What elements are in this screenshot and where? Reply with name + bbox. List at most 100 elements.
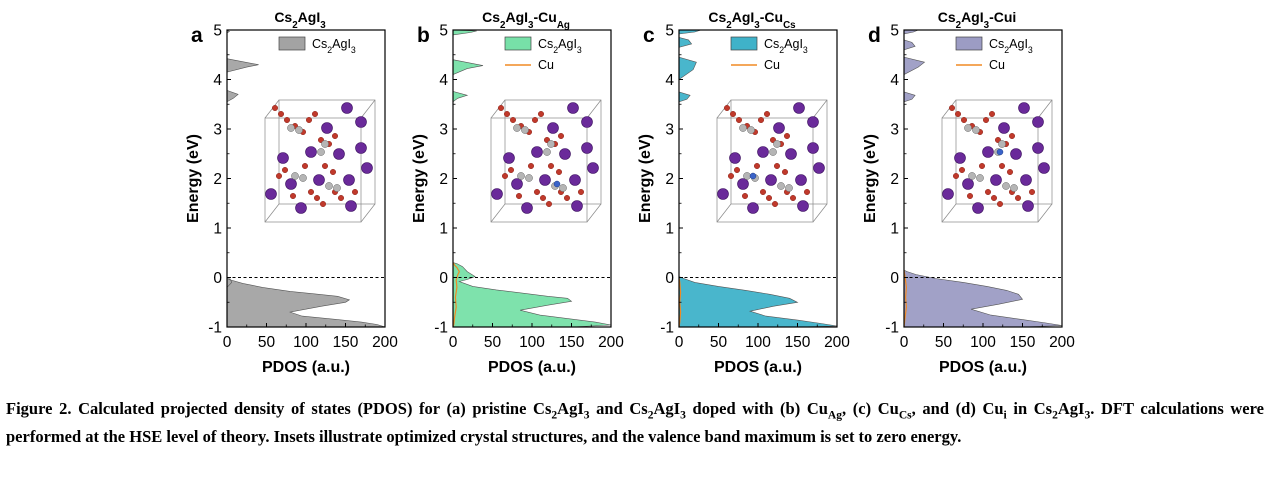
- y-tick-label: 1: [213, 221, 222, 238]
- cs-atom: [539, 174, 551, 186]
- series-area-cs2agi3: [226, 29, 386, 328]
- iodine-atom: [548, 162, 555, 169]
- y-tick-label: 5: [213, 23, 222, 40]
- cs-atom: [531, 146, 543, 158]
- legend-label: Cs2​AgI3​: [989, 37, 1033, 55]
- cs-atom: [1038, 162, 1050, 174]
- series-line-cu: [452, 262, 460, 328]
- cs-atom: [547, 122, 559, 134]
- cu-dopant-atom: [749, 172, 757, 180]
- iodine-atom: [997, 200, 1004, 207]
- iodine-atom: [736, 116, 743, 123]
- figure-caption: Figure 2. Calculated projected density o…: [6, 398, 1264, 447]
- unit-cell-front: [716, 117, 814, 223]
- ag-atom: [525, 174, 533, 182]
- x-axis-label: PDOS (a.u.): [262, 359, 350, 376]
- iodine-atom: [558, 132, 565, 139]
- ag-atom: [773, 140, 781, 148]
- y-tick-label: 2: [665, 171, 674, 188]
- ag-atom: [299, 174, 307, 182]
- y-tick-label: 2: [439, 171, 448, 188]
- x-tick-label: 0: [900, 334, 909, 351]
- x-tick-label: 200: [598, 334, 624, 351]
- cs-atom: [807, 142, 819, 154]
- y-tick-label: 3: [439, 122, 448, 139]
- iodine-atom: [284, 116, 291, 123]
- unit-cell-edge: [264, 99, 280, 119]
- iodine-atom: [967, 192, 974, 199]
- unit-cell-edge: [812, 203, 828, 223]
- cs-atom: [581, 142, 593, 154]
- cs-atom: [343, 174, 355, 186]
- x-tick-label: 100: [970, 334, 996, 351]
- unit-cell-edge: [264, 203, 280, 223]
- y-tick-label: 4: [213, 72, 222, 89]
- iodine-atom: [999, 162, 1006, 169]
- iodine-atom: [502, 172, 509, 179]
- unit-cell-back: [504, 99, 602, 205]
- crystal-structure-inset: [716, 99, 828, 223]
- caption-label: Figure 2.: [6, 399, 72, 418]
- x-tick-label: 0: [675, 334, 684, 351]
- cs-atom: [265, 188, 277, 200]
- cs-atom: [717, 188, 729, 200]
- caption-body: Calculated projected density of states (…: [6, 399, 1264, 447]
- cs-atom: [729, 152, 741, 164]
- unit-cell-back: [955, 99, 1053, 205]
- x-tick-label: 200: [1049, 334, 1075, 351]
- y-tick-label: 0: [890, 270, 899, 287]
- iodine-atom: [332, 132, 339, 139]
- ag-atom: [321, 140, 329, 148]
- x-tick-label: 150: [333, 334, 359, 351]
- ag-atom: [291, 172, 299, 180]
- iodine-atom: [330, 168, 337, 175]
- iodine-atom: [564, 194, 571, 201]
- cu-dopant-atom: [996, 148, 1004, 156]
- cs-atom: [793, 102, 805, 114]
- y-tick-label: 0: [213, 270, 222, 287]
- legend-swatch-cs2agi3: [955, 36, 983, 51]
- x-tick-label: 200: [824, 334, 850, 351]
- cs-atom: [998, 122, 1010, 134]
- iodine-atom: [782, 168, 789, 175]
- cs-atom: [1018, 102, 1030, 114]
- iodine-atom: [546, 200, 553, 207]
- panel-letter: c: [643, 24, 655, 47]
- iodine-atom: [784, 132, 791, 139]
- y-tick-label: -1: [434, 320, 448, 337]
- y-tick-label: 5: [890, 23, 899, 40]
- iodine-atom: [758, 116, 765, 123]
- unit-cell-edge: [941, 203, 957, 223]
- y-tick-label: -1: [660, 320, 674, 337]
- x-tick-label: 100: [293, 334, 319, 351]
- unit-cell-front: [490, 117, 588, 223]
- cs-atom: [305, 146, 317, 158]
- iodine-atom: [352, 188, 359, 195]
- iodine-atom: [959, 166, 966, 173]
- cs-atom: [559, 148, 571, 160]
- y-axis-label: Energy (eV): [185, 134, 202, 223]
- cs-atom: [295, 202, 307, 214]
- y-tick-label: 4: [665, 72, 674, 89]
- panel-letter: b: [417, 24, 430, 47]
- y-tick-label: 4: [890, 72, 899, 89]
- unit-cell-edge: [1037, 203, 1053, 223]
- legend-label: Cs2​AgI3​: [312, 37, 356, 55]
- unit-cell-edge: [490, 99, 506, 119]
- iodine-atom: [556, 168, 563, 175]
- cs-atom: [1032, 142, 1044, 154]
- x-tick-label: 50: [935, 334, 953, 351]
- cs-atom: [795, 174, 807, 186]
- cs-atom: [807, 116, 819, 128]
- cs-atom: [747, 202, 759, 214]
- iodine-atom: [534, 188, 541, 195]
- x-tick-label: 150: [1010, 334, 1036, 351]
- iodine-atom: [302, 162, 309, 169]
- iodine-atom: [953, 172, 960, 179]
- iodine-atom: [516, 192, 523, 199]
- cs-atom: [571, 200, 583, 212]
- cs-atom: [757, 146, 769, 158]
- ag-atom: [543, 148, 551, 156]
- ag-atom: [747, 126, 755, 134]
